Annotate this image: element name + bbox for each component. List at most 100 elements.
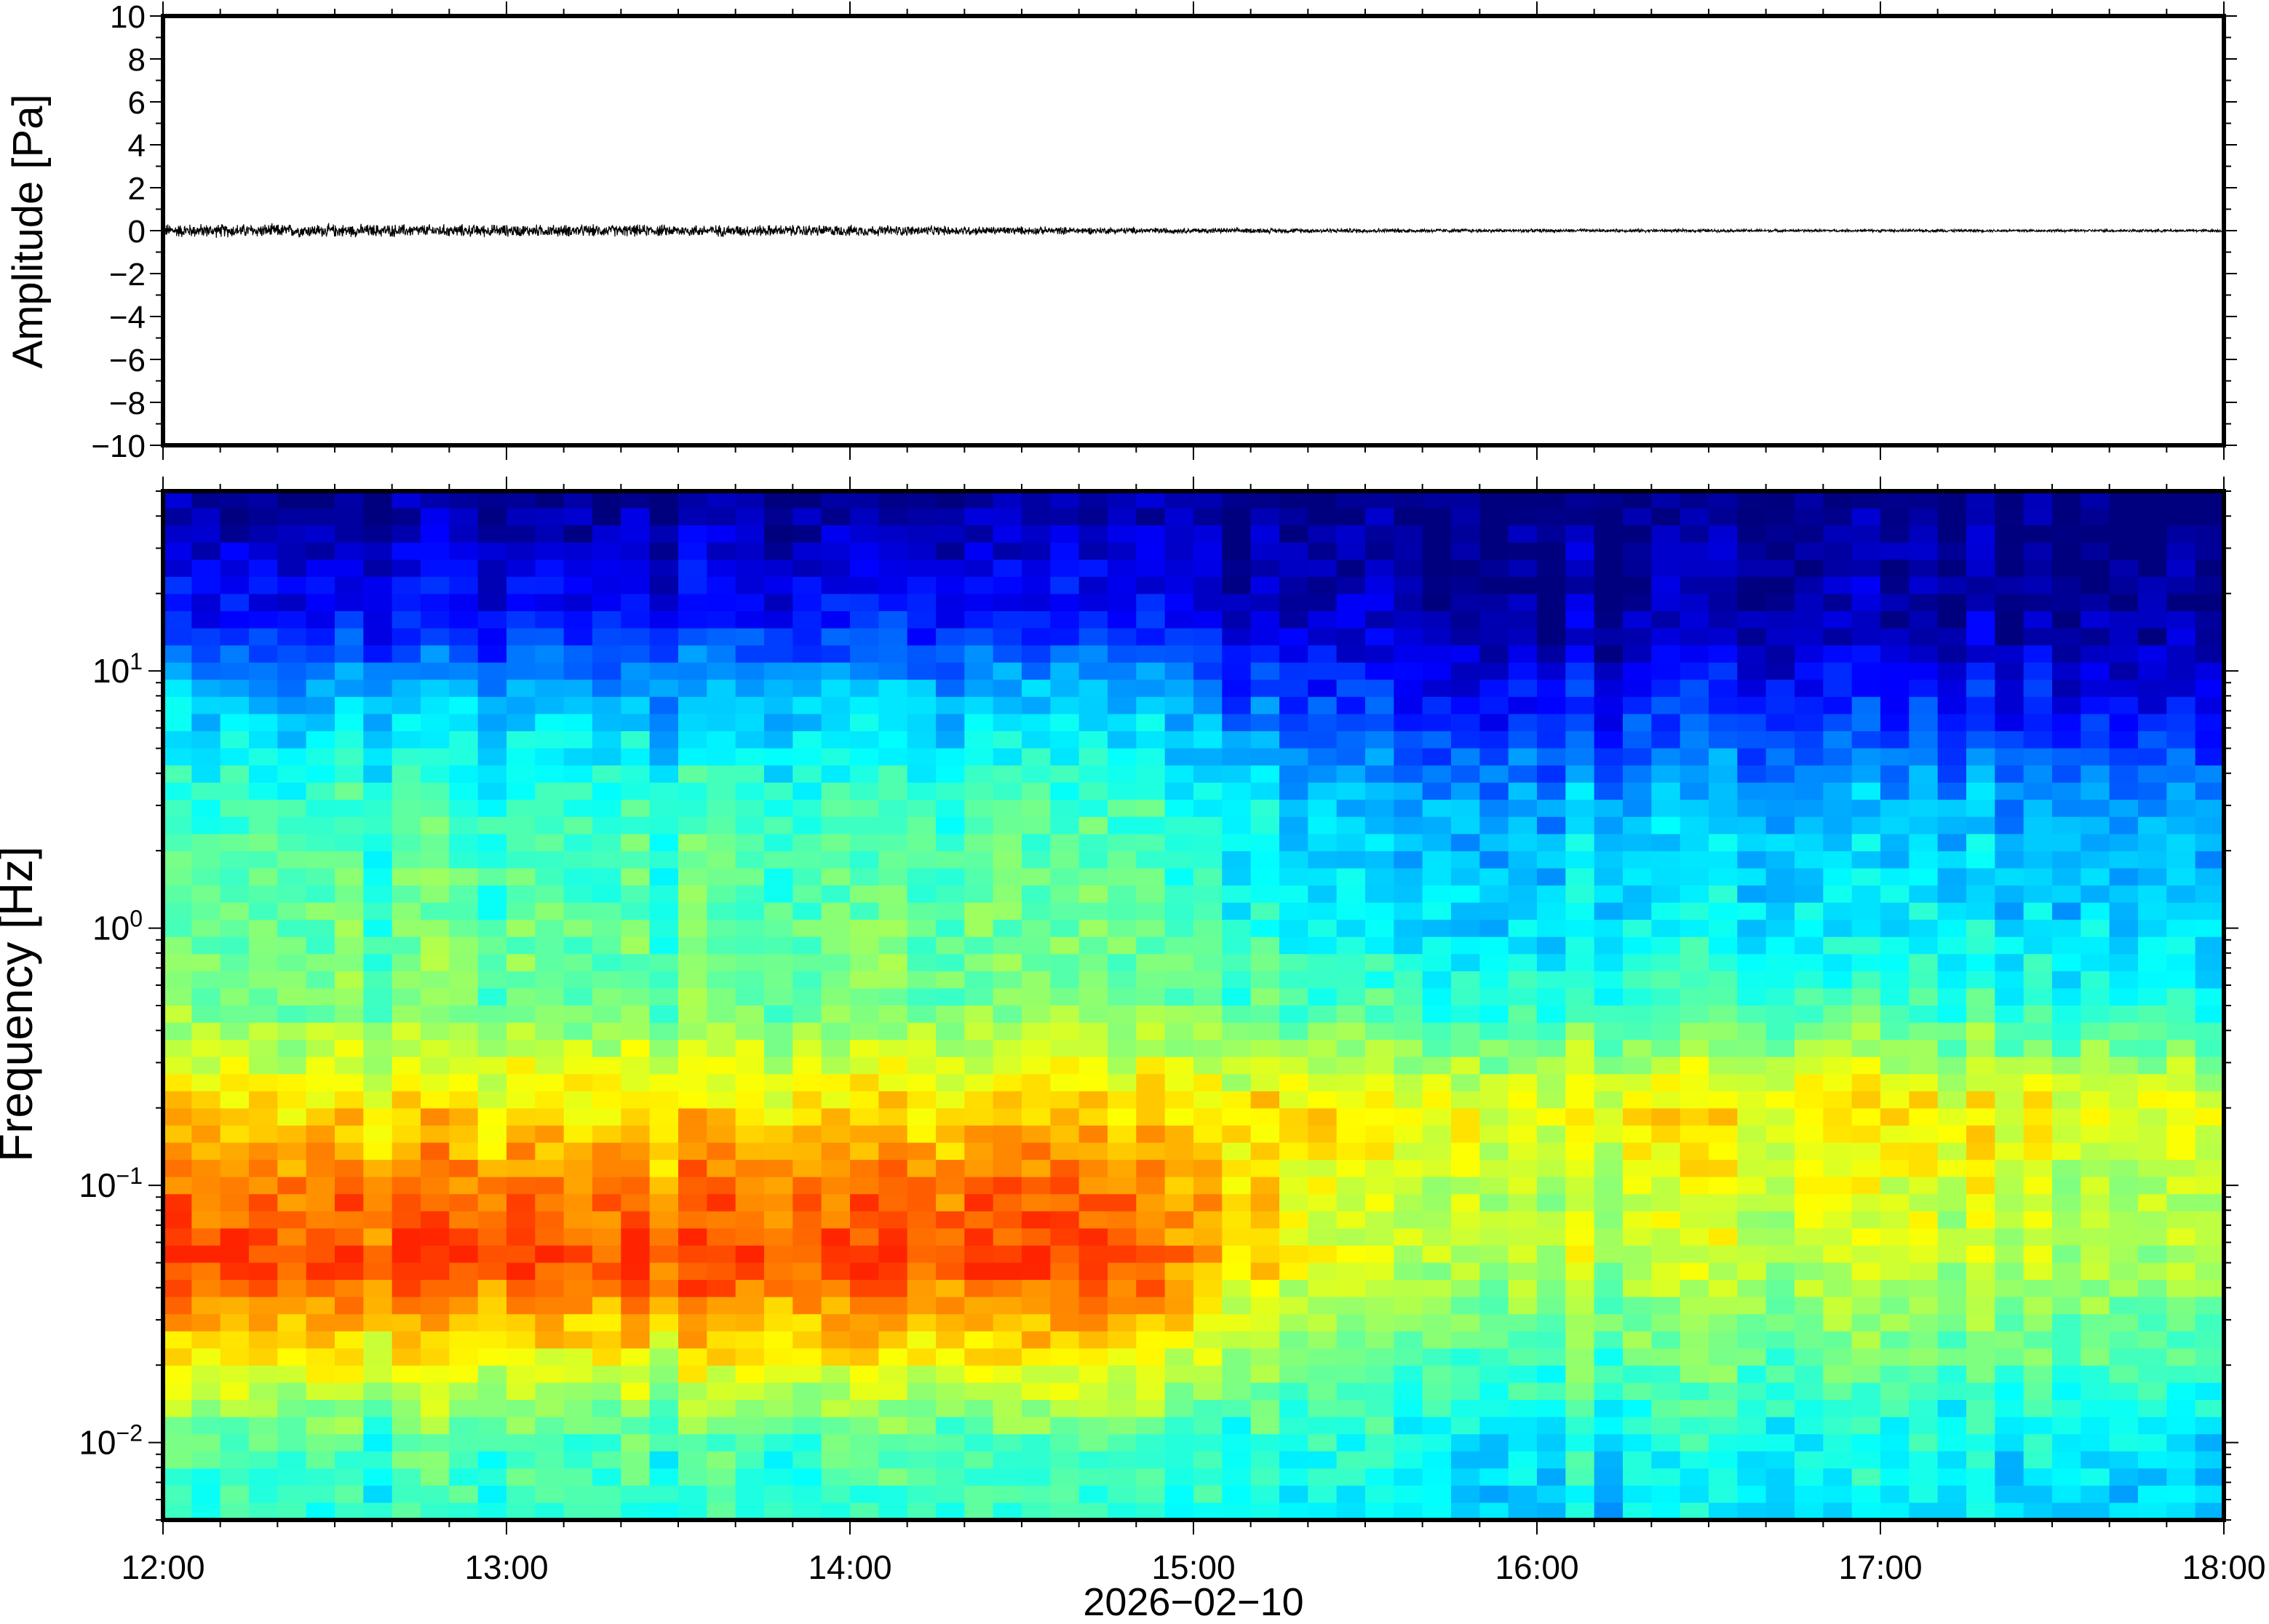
spectrogram-cell: [1222, 1074, 1252, 1092]
spectrogram-cell: [850, 748, 880, 766]
spectrogram-cell: [1508, 1262, 1538, 1281]
spectrogram-cell: [1164, 680, 1194, 698]
spectrogram-cell: [735, 1262, 765, 1281]
spectrogram-cell: [1880, 1074, 1910, 1092]
waveform-line: [162, 222, 2225, 238]
spectrogram-cell: [907, 1194, 937, 1212]
spectrogram-cell: [678, 782, 708, 800]
spectrogram-cell: [1250, 1108, 1280, 1126]
spectrogram-cell: [1995, 1451, 2024, 1470]
spectrogram-cell: [649, 765, 679, 784]
spectrogram-cell: [1594, 731, 1624, 749]
spectrogram-cell: [1108, 1160, 1137, 1178]
spectrogram-cell: [1222, 1297, 1252, 1315]
spectrogram-cell: [163, 714, 193, 732]
spectrogram-cell: [2081, 628, 2110, 646]
spectrogram-cell: [1537, 1245, 1567, 1264]
spectrogram-cell: [477, 1091, 507, 1110]
spectrogram-cell: [792, 885, 822, 904]
spectrogram-cell: [1050, 1228, 1080, 1246]
spectrogram-cell: [649, 1074, 679, 1092]
spectrogram-cell: [2195, 576, 2225, 595]
spectrogram-cell: [1537, 1228, 1567, 1246]
spectrogram-cell: [735, 885, 765, 904]
spectrogram-cell: [1279, 1194, 1309, 1212]
spectrogram-cell: [1250, 576, 1280, 595]
spectrogram-cell: [535, 1006, 565, 1024]
spectrogram-cell: [1966, 610, 1996, 629]
spectrogram-cell: [1737, 1211, 1767, 1230]
spectrogram-cell: [191, 765, 221, 784]
spectrogram-cell: [1451, 1502, 1481, 1521]
spectrogram-cell: [1537, 491, 1567, 509]
spectrogram-cell: [1651, 680, 1681, 698]
spectrogram-cell: [335, 816, 365, 835]
spectrogram-cell: [1279, 1331, 1309, 1350]
spectrogram-cell: [2166, 610, 2196, 629]
spectrogram-cell: [1966, 680, 1996, 698]
spectrogram-cell: [1737, 1262, 1767, 1281]
spectrogram-cell: [678, 800, 708, 818]
spectrogram-cell: [2195, 1056, 2225, 1075]
spectrogram-cell: [1078, 1194, 1108, 1212]
spectrogram-cell: [621, 1228, 651, 1246]
spectrogram-cell: [621, 1091, 651, 1110]
spectrogram-cell: [1709, 1382, 1738, 1401]
spectrogram-cell: [1823, 1142, 1853, 1161]
spectrogram-cell: [1995, 1331, 2024, 1350]
spectrogram-cell: [1394, 1348, 1423, 1366]
spectrogram-cell: [764, 1262, 794, 1281]
spectrogram-cell: [1909, 1177, 1939, 1195]
spectrogram-cell: [1709, 714, 1738, 732]
spectrogram-cell: [764, 645, 794, 664]
spectrogram-cell: [1623, 1314, 1653, 1332]
spectrogram-cell: [1709, 1194, 1738, 1212]
spectrogram-cell: [2023, 1006, 2053, 1024]
spectrogram-cell: [1022, 1314, 1052, 1332]
spectrogram-cell: [2023, 491, 2053, 509]
spectrogram-cell: [335, 662, 365, 681]
spectrogram-cell: [1422, 988, 1452, 1006]
spectrogram-cell: [335, 1314, 365, 1332]
spectrogram-cell: [2138, 851, 2168, 869]
spectrogram-cell: [1623, 1022, 1653, 1040]
spectrogram-cell: [1966, 800, 1996, 818]
spectrogram-cell: [993, 1382, 1022, 1401]
spectrogram-cell: [1565, 610, 1595, 629]
spectrogram-cell: [2138, 1074, 2168, 1092]
spectrogram-cell: [936, 680, 966, 698]
spectrogram-cell: [1136, 610, 1166, 629]
spectrogram-cell: [2052, 1108, 2082, 1126]
spectrogram-cell: [1851, 1228, 1881, 1246]
spectrogram-cell: [1336, 508, 1366, 526]
spectrogram-cell: [163, 1177, 193, 1195]
spectrogram-cell: [506, 1228, 536, 1246]
spectrogram-cell: [1422, 1228, 1452, 1246]
spectrogram-cell: [1050, 1417, 1080, 1435]
spectrogram-cell: [2195, 1468, 2225, 1486]
spectrogram-cell: [1136, 936, 1166, 955]
spectrogram-cell: [821, 1022, 851, 1040]
spectrogram-cell: [592, 782, 622, 800]
spectrogram-cell: [1222, 1331, 1252, 1350]
spectrogram-cell: [277, 731, 307, 749]
spectrogram-cell: [1078, 954, 1108, 972]
spectrogram-cell: [1365, 1400, 1395, 1418]
spectrogram-cell: [1909, 1331, 1939, 1350]
spectrogram-cell: [1136, 1348, 1166, 1366]
spectrogram-cell: [1565, 1040, 1595, 1058]
spectrogram-cell: [993, 696, 1022, 715]
spectrogram-cell: [792, 1074, 822, 1092]
spectrogram-cell: [850, 1417, 880, 1435]
spectrogram-cell: [1823, 1056, 1853, 1075]
spectrogram-cell: [1594, 1074, 1624, 1092]
spectrogram-cell: [1365, 1228, 1395, 1246]
spectrogram-cell: [1479, 645, 1509, 664]
spectrogram-cell: [1022, 834, 1052, 852]
spectrogram-cell: [592, 1160, 622, 1178]
spectrogram-cell: [2166, 1091, 2196, 1110]
spectrogram-cell: [1823, 508, 1853, 526]
spectrogram-cell: [1451, 542, 1481, 561]
spectrogram-cell: [421, 851, 450, 869]
spectrogram-cell: [1193, 954, 1223, 972]
